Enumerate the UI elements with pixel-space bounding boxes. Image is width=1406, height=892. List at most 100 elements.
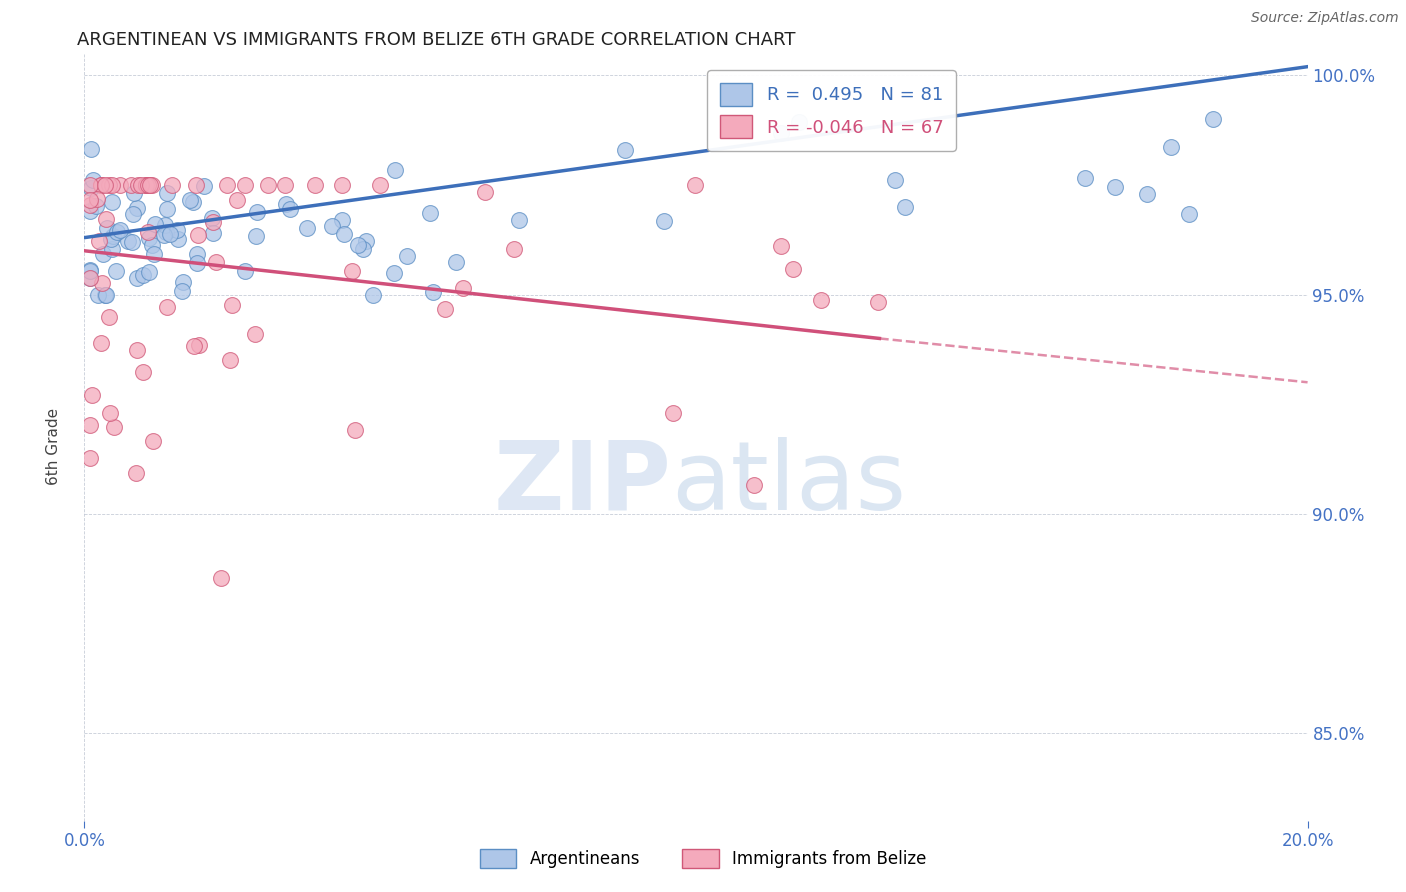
Point xyxy=(138,264,160,278)
Point xyxy=(384,162,406,177)
Point xyxy=(769,126,792,140)
Point xyxy=(108,223,131,237)
Point xyxy=(79,178,101,192)
Point xyxy=(810,293,832,308)
Point xyxy=(361,287,384,301)
Point xyxy=(167,232,190,246)
Point xyxy=(444,254,467,268)
Point xyxy=(155,219,177,233)
Point xyxy=(508,212,530,227)
Point xyxy=(330,178,353,192)
Point xyxy=(135,178,157,192)
Point xyxy=(82,173,104,187)
Point xyxy=(132,365,155,379)
Point xyxy=(142,434,165,448)
Point xyxy=(136,178,159,192)
Point xyxy=(186,256,208,270)
Point xyxy=(162,178,184,192)
Point xyxy=(1135,187,1157,202)
Point xyxy=(138,231,160,245)
Point xyxy=(86,192,108,206)
Point xyxy=(654,214,676,228)
Point xyxy=(353,242,375,256)
Point xyxy=(159,227,181,241)
Point xyxy=(138,178,160,192)
Point xyxy=(662,407,685,421)
Point xyxy=(90,336,112,351)
Point xyxy=(101,242,124,256)
Point xyxy=(246,204,269,219)
Point xyxy=(101,195,124,210)
Point xyxy=(79,263,101,277)
Point xyxy=(117,235,139,249)
Point xyxy=(79,417,101,432)
Point xyxy=(233,264,256,278)
Point xyxy=(787,114,810,128)
Point xyxy=(188,338,211,352)
Point xyxy=(96,221,118,235)
Legend: R =  0.495   N = 81, R = -0.046   N = 67: R = 0.495 N = 81, R = -0.046 N = 67 xyxy=(707,70,956,151)
Point xyxy=(87,234,110,248)
Point xyxy=(894,200,917,214)
Point xyxy=(321,219,343,234)
Point xyxy=(79,181,101,195)
Point xyxy=(209,571,232,585)
Point xyxy=(384,266,406,280)
Text: Source: ZipAtlas.com: Source: ZipAtlas.com xyxy=(1251,11,1399,25)
Point xyxy=(108,178,131,192)
Point xyxy=(125,271,148,285)
Point xyxy=(141,237,163,252)
Point xyxy=(156,186,179,201)
Point xyxy=(179,194,201,208)
Point xyxy=(79,271,101,285)
Point xyxy=(98,178,121,192)
Point xyxy=(135,178,157,192)
Point xyxy=(1074,171,1097,186)
Point xyxy=(80,142,103,156)
Point xyxy=(105,264,128,278)
Point xyxy=(187,227,209,242)
Point xyxy=(201,211,224,226)
Point xyxy=(103,420,125,434)
Point xyxy=(884,173,907,187)
Point xyxy=(96,287,118,301)
Point xyxy=(344,424,367,438)
Point xyxy=(127,178,149,192)
Point xyxy=(422,285,444,299)
Point xyxy=(79,193,101,207)
Point xyxy=(184,178,207,192)
Point xyxy=(153,227,176,242)
Point xyxy=(156,300,179,314)
Point xyxy=(204,254,226,268)
Point xyxy=(782,261,804,276)
Point xyxy=(100,232,122,246)
Point xyxy=(98,310,121,325)
Point xyxy=(129,178,152,192)
Point xyxy=(278,202,301,216)
Point xyxy=(419,205,441,219)
Point xyxy=(121,207,143,221)
Point xyxy=(79,198,101,212)
Point xyxy=(101,178,124,192)
Point xyxy=(80,387,103,401)
Point xyxy=(614,143,637,157)
Point xyxy=(256,178,278,192)
Point xyxy=(332,227,354,241)
Point xyxy=(245,229,267,244)
Point xyxy=(79,270,101,285)
Point xyxy=(202,226,225,240)
Text: ARGENTINEAN VS IMMIGRANTS FROM BELIZE 6TH GRADE CORRELATION CHART: ARGENTINEAN VS IMMIGRANTS FROM BELIZE 6T… xyxy=(77,31,796,49)
Point xyxy=(122,186,145,200)
Point xyxy=(274,178,297,192)
Point xyxy=(395,249,418,263)
Point xyxy=(1104,179,1126,194)
Point xyxy=(274,197,297,211)
Point xyxy=(124,467,146,481)
Point xyxy=(91,277,114,291)
Point xyxy=(226,193,249,207)
Point xyxy=(304,178,326,192)
Point xyxy=(243,326,266,341)
Point xyxy=(1178,206,1201,220)
Point xyxy=(347,237,370,252)
Point xyxy=(221,298,243,312)
